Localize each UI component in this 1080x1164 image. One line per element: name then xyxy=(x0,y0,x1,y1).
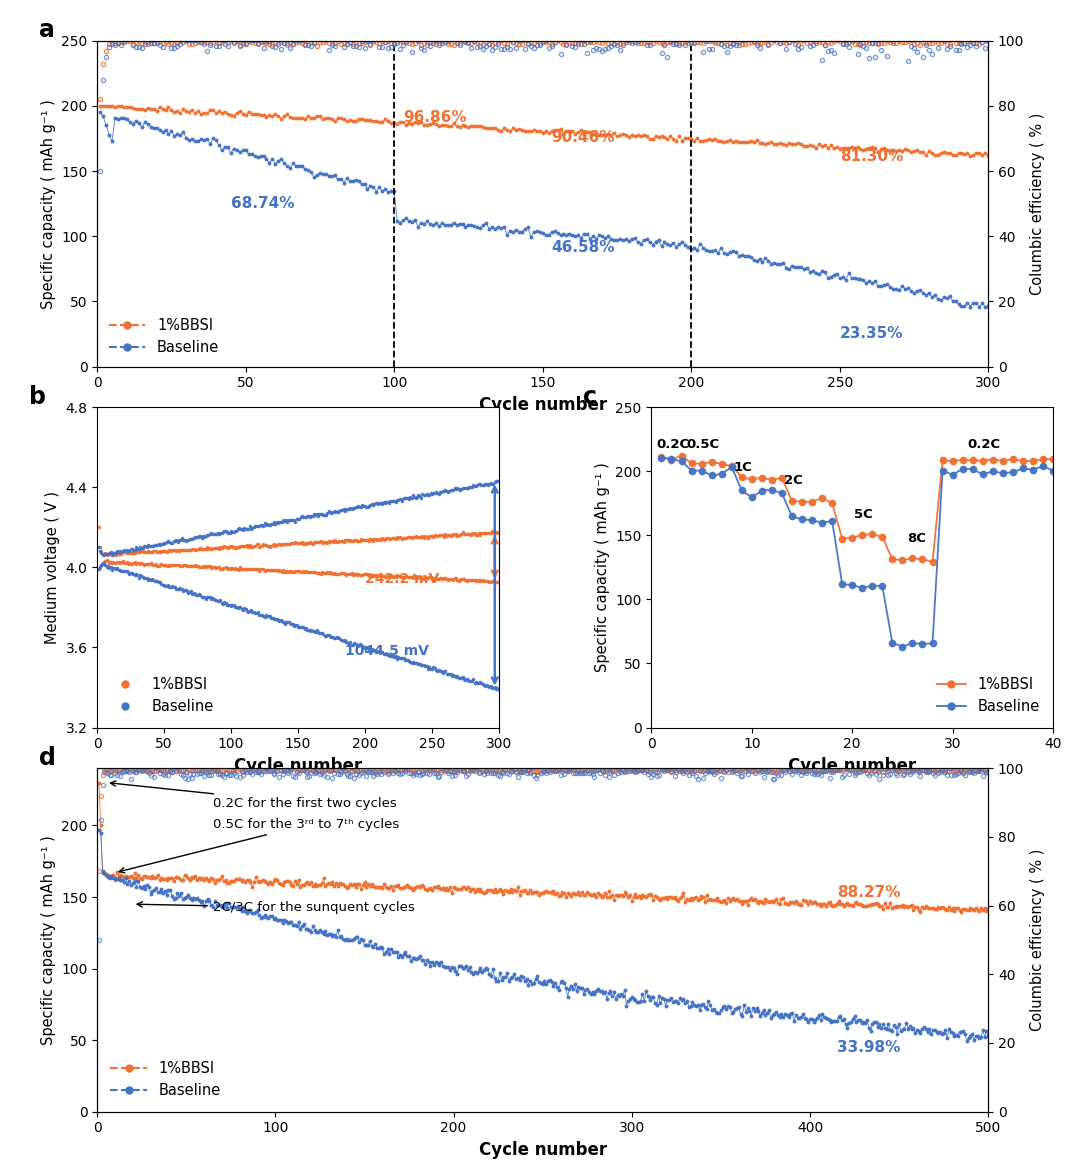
Text: 23.35%: 23.35% xyxy=(840,326,903,341)
Text: b: b xyxy=(29,385,46,410)
X-axis label: Cycle number: Cycle number xyxy=(234,757,362,775)
Y-axis label: Specific capacity ( mAh g⁻¹ ): Specific capacity ( mAh g⁻¹ ) xyxy=(595,462,610,673)
Text: 0.2C: 0.2C xyxy=(968,439,1001,452)
Y-axis label: Specific capacity ( mAh g⁻¹ ): Specific capacity ( mAh g⁻¹ ) xyxy=(41,99,55,308)
Y-axis label: Columbic efficiency ( % ): Columbic efficiency ( % ) xyxy=(1030,113,1044,294)
Text: 81.30%: 81.30% xyxy=(840,149,903,164)
Text: 1044.5 mV: 1044.5 mV xyxy=(345,645,429,659)
Text: 0.5C: 0.5C xyxy=(687,439,719,452)
Text: 88.27%: 88.27% xyxy=(837,885,901,900)
Y-axis label: Medium voltage ( V ): Medium voltage ( V ) xyxy=(45,491,59,644)
Text: 46.58%: 46.58% xyxy=(552,240,616,255)
Text: 2C: 2C xyxy=(784,474,802,488)
Text: 0.2C for the first two cycles: 0.2C for the first two cycles xyxy=(110,781,396,810)
Text: 0.5C for the 3ʳᵈ to 7ᵗʰ cycles: 0.5C for the 3ʳᵈ to 7ᵗʰ cycles xyxy=(119,818,400,873)
Text: 0.2C: 0.2C xyxy=(657,439,689,452)
Legend: 1%BBSI, Baseline: 1%BBSI, Baseline xyxy=(105,313,224,360)
Text: 90.46%: 90.46% xyxy=(552,130,616,146)
X-axis label: Cycle number: Cycle number xyxy=(478,396,607,414)
Text: 1C: 1C xyxy=(733,461,753,475)
Text: 5C: 5C xyxy=(854,508,873,520)
Text: 96.86%: 96.86% xyxy=(403,109,467,125)
Text: 242.2 mV: 242.2 mV xyxy=(365,573,440,587)
Text: 8C: 8C xyxy=(907,532,927,545)
X-axis label: Cycle number: Cycle number xyxy=(478,1141,607,1159)
Y-axis label: Specific capacity ( mAh g⁻¹ ): Specific capacity ( mAh g⁻¹ ) xyxy=(41,835,55,1045)
Text: 33.98%: 33.98% xyxy=(837,1039,900,1055)
Text: 2C/3C for the sunquent cycles: 2C/3C for the sunquent cycles xyxy=(137,901,415,914)
X-axis label: Cycle number: Cycle number xyxy=(788,757,916,775)
Text: c: c xyxy=(583,385,597,410)
Text: 68.74%: 68.74% xyxy=(231,196,295,211)
Text: a: a xyxy=(39,19,55,42)
Legend: 1%BBSI, Baseline: 1%BBSI, Baseline xyxy=(105,672,219,721)
Legend: 1%BBSI, Baseline: 1%BBSI, Baseline xyxy=(931,672,1045,721)
Legend: 1%BBSI, Baseline: 1%BBSI, Baseline xyxy=(105,1056,227,1105)
Y-axis label: Columbic efficiency ( % ): Columbic efficiency ( % ) xyxy=(1030,849,1044,1031)
Text: d: d xyxy=(39,746,56,769)
